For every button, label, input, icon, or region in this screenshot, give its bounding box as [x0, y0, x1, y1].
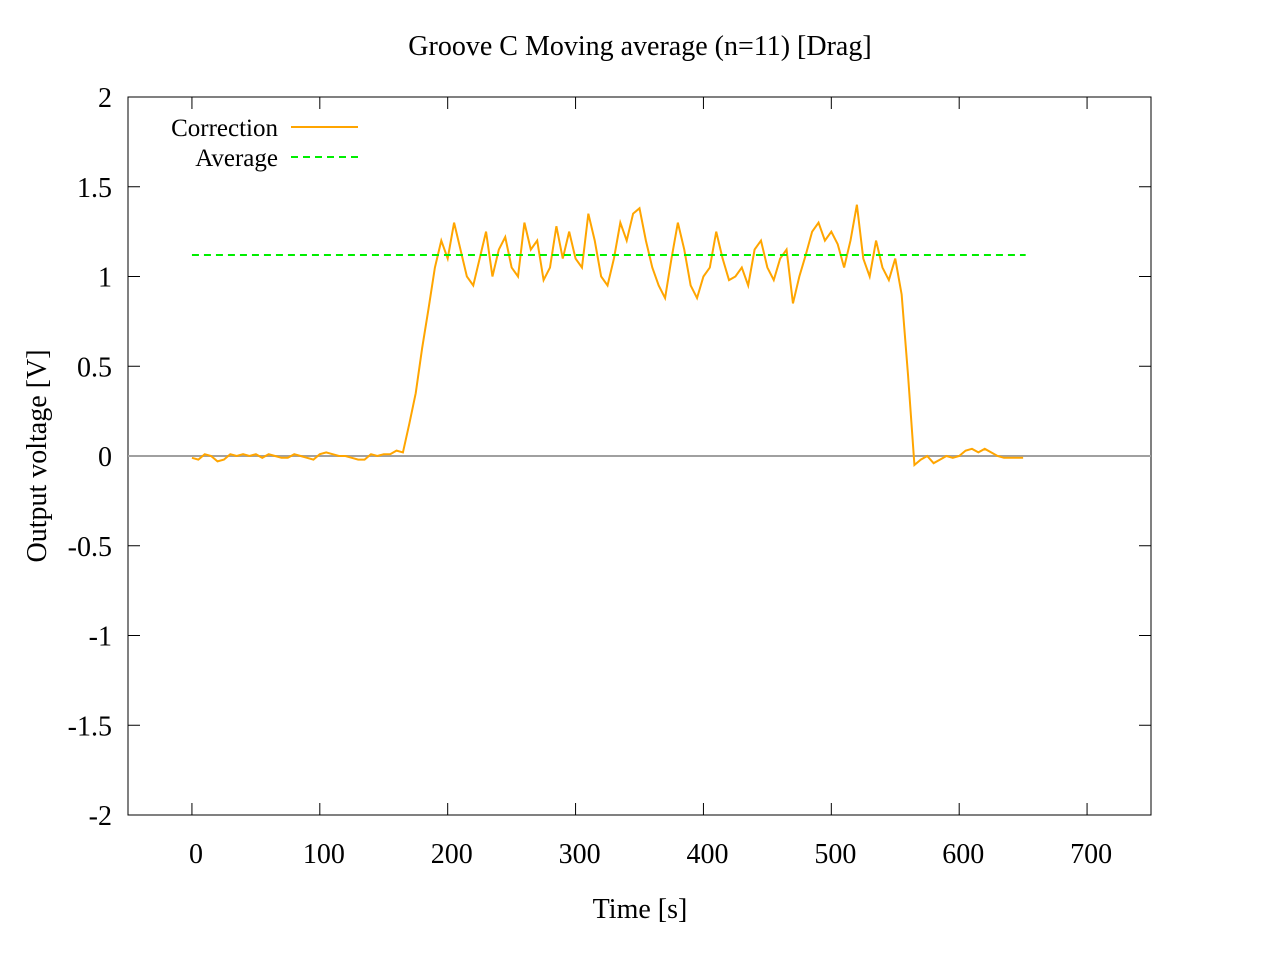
y-tick-label: 1 [98, 263, 112, 294]
y-tick-label: 0 [98, 442, 112, 473]
x-tick-label: 200 [431, 839, 473, 870]
legend-label: Average [195, 145, 278, 172]
x-tick-label: 400 [686, 839, 728, 870]
y-tick-label: 2 [98, 83, 112, 114]
x-axis-label: Time [s] [593, 894, 688, 925]
x-tick-label: 500 [814, 839, 856, 870]
x-tick-label: 100 [303, 839, 345, 870]
y-tick-label: 0.5 [77, 352, 112, 383]
x-tick-label: 0 [189, 839, 203, 870]
x-tick-label: 700 [1070, 839, 1112, 870]
series-line [191, 204, 1024, 468]
y-tick-label: -2 [89, 801, 112, 832]
legend-label: Correction [171, 115, 278, 142]
y-tick-label: -1.5 [68, 711, 112, 742]
y-tick-label: 1.5 [77, 173, 112, 204]
chart-title: Groove C Moving average (n=11) [Drag] [408, 31, 871, 62]
y-tick-label: -1 [89, 622, 112, 653]
x-tick-label: 300 [559, 839, 601, 870]
x-tick-label: 600 [942, 839, 984, 870]
y-tick-label: -0.5 [68, 532, 112, 563]
y-axis-label: Output voltage [V] [22, 349, 53, 562]
